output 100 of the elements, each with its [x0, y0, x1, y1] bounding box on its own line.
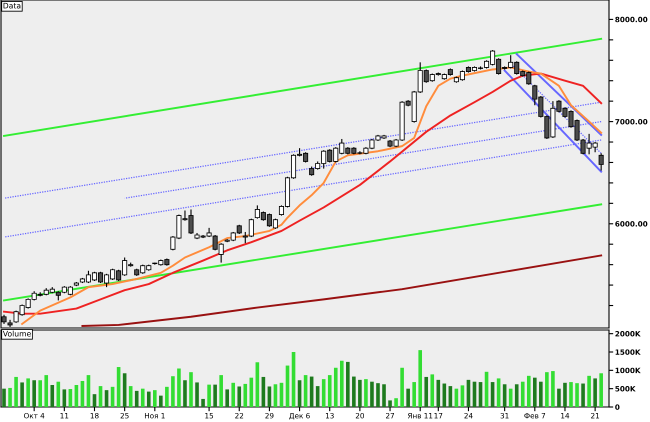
bar [442, 384, 446, 407]
bar [539, 382, 543, 407]
bar [310, 376, 314, 407]
bar [8, 388, 12, 407]
bar [490, 382, 494, 407]
bar [388, 400, 392, 407]
bar [472, 382, 476, 407]
bar [557, 388, 561, 407]
bar [62, 389, 66, 407]
bar [195, 382, 199, 407]
bar [116, 367, 120, 407]
bar [26, 378, 30, 407]
bar [50, 385, 54, 407]
bar [140, 388, 145, 407]
bar [316, 386, 320, 407]
bar [520, 382, 525, 407]
bar [183, 380, 187, 407]
bar [406, 388, 410, 407]
bar [551, 371, 555, 407]
bar [545, 372, 549, 407]
bar [122, 373, 126, 407]
bar [508, 388, 512, 407]
bar [146, 392, 151, 407]
bar [352, 376, 356, 407]
bar [153, 390, 157, 407]
bar [98, 386, 102, 407]
bar [38, 380, 42, 407]
bar [207, 384, 211, 407]
bar [92, 394, 96, 407]
bar [364, 379, 368, 407]
bar [340, 360, 344, 407]
bar [394, 398, 398, 407]
bar [581, 384, 585, 407]
bar [231, 382, 236, 407]
bar [412, 382, 416, 407]
bar [268, 386, 272, 407]
bar [280, 382, 284, 407]
bar [110, 386, 114, 407]
bar [213, 384, 217, 407]
bar [286, 366, 290, 407]
bar [304, 375, 308, 407]
bar [599, 373, 603, 407]
bar [171, 376, 175, 407]
bar [128, 386, 132, 407]
bar [430, 374, 434, 407]
bar [201, 398, 205, 407]
bar [262, 376, 266, 407]
bar [177, 368, 181, 407]
bar [400, 368, 404, 407]
bar [250, 378, 254, 407]
bar [189, 372, 193, 407]
bar [32, 380, 36, 407]
bar [533, 378, 537, 407]
bar [370, 382, 374, 407]
bar [298, 380, 302, 407]
bar [20, 382, 24, 407]
bar [14, 376, 18, 407]
bar [104, 390, 108, 407]
bar [334, 368, 338, 407]
bar [322, 379, 326, 407]
bar [466, 380, 470, 407]
bar [225, 389, 229, 407]
bar [460, 385, 464, 407]
bar [563, 382, 567, 407]
bar [274, 384, 278, 407]
bar [496, 378, 500, 407]
bar [587, 376, 591, 407]
bar [44, 375, 48, 407]
bar [56, 382, 60, 407]
bar [418, 350, 422, 407]
bar [165, 386, 169, 407]
bar [436, 380, 440, 407]
bar [478, 382, 482, 407]
bar [134, 390, 139, 407]
bar [424, 376, 428, 407]
bar [68, 389, 72, 407]
bar [219, 375, 223, 407]
bar [358, 380, 362, 407]
bar [514, 384, 519, 407]
bar [74, 385, 78, 407]
bar [256, 362, 260, 407]
candlestick [598, 152, 604, 172]
bar [575, 383, 579, 407]
bar [243, 384, 248, 407]
bar [376, 383, 380, 407]
bar [569, 382, 573, 407]
bar [292, 352, 296, 407]
bar [86, 375, 90, 407]
bar [80, 380, 84, 407]
bar [159, 396, 163, 407]
bar [448, 386, 452, 407]
bar [2, 388, 6, 407]
bar [328, 375, 332, 407]
bar [526, 376, 531, 407]
bar [382, 384, 386, 407]
bar [454, 388, 458, 407]
bar [237, 386, 242, 407]
bar [484, 372, 488, 407]
bar [346, 362, 350, 407]
bar [502, 384, 506, 407]
